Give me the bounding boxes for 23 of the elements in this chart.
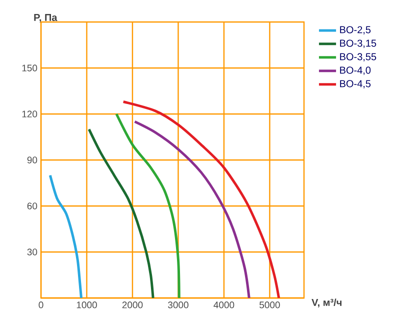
x-tick-label: 4000 (214, 302, 234, 308)
x-tick-label: 2000 (122, 302, 143, 308)
legend-label: BO-2,5 (340, 26, 371, 34)
line-series (134, 120, 250, 298)
legend-label: BO-3,15 (340, 40, 376, 48)
x-tick-label: 1000 (76, 302, 97, 308)
line-series (115, 112, 180, 298)
line-series (88, 128, 154, 298)
y-tick-label: 30 (27, 248, 38, 256)
x-axis-title: V, м³/ч (312, 298, 342, 308)
y-tick-label: 120 (22, 110, 38, 118)
y-tick-label: 60 (27, 202, 38, 210)
legend-label: BO-4,0 (340, 66, 371, 75)
x-tick-label: 0 (38, 302, 44, 308)
line-series (122, 100, 280, 298)
line-series (48, 174, 83, 298)
y-axis-title: P, Па (34, 14, 58, 22)
y-tick-label: 90 (27, 156, 38, 164)
legend-label: BO-4,5 (340, 80, 371, 88)
x-tick-label: 3000 (168, 302, 188, 308)
x-tick-label: 5000 (260, 302, 280, 308)
y-tick-label: 150 (22, 64, 38, 72)
legend-label: BO-3,55 (340, 53, 376, 62)
